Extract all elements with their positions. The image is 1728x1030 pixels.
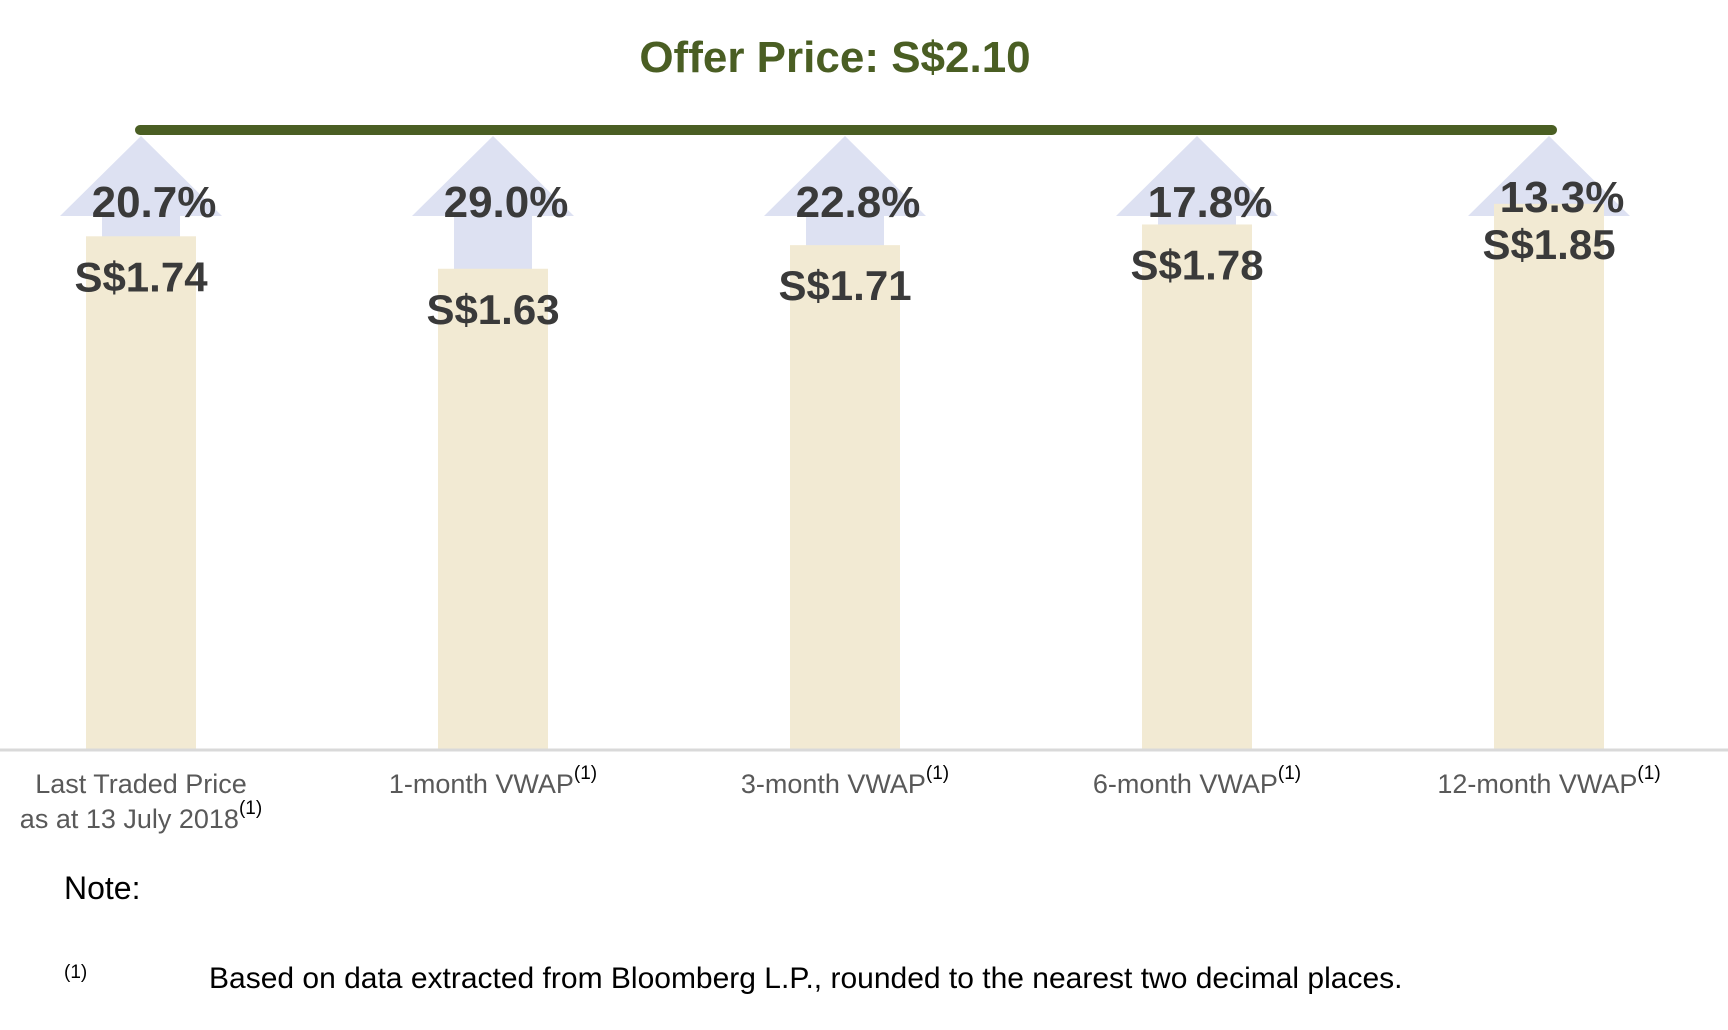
price-bar bbox=[1142, 224, 1252, 750]
price-value-label: S$1.78 bbox=[1130, 241, 1263, 288]
price-value-label: S$1.71 bbox=[778, 262, 911, 309]
chart-title: Offer Price: S$2.10 bbox=[639, 33, 1030, 82]
category-label-line2: as at 13 July 2018(1) bbox=[20, 798, 262, 834]
note-title: Note: bbox=[64, 870, 141, 906]
premium-label: 20.7% bbox=[92, 178, 217, 227]
price-bar bbox=[790, 245, 900, 750]
category-label: Last Traded Price bbox=[35, 769, 247, 799]
premium-arrow bbox=[412, 136, 574, 271]
category-label: 1-month VWAP(1) bbox=[389, 763, 597, 799]
price-value-label: S$1.74 bbox=[74, 253, 208, 300]
price-value-label: S$1.63 bbox=[426, 286, 559, 333]
price-bar bbox=[86, 236, 196, 751]
premium-arrow bbox=[1116, 136, 1278, 227]
price-value-label: S$1.85 bbox=[1482, 221, 1615, 268]
premium-label: 22.8% bbox=[796, 178, 921, 227]
premium-arrow bbox=[764, 136, 926, 248]
premium-arrow bbox=[1468, 136, 1630, 216]
premium-label: 13.3% bbox=[1500, 173, 1625, 222]
category-label: 3-month VWAP(1) bbox=[741, 763, 949, 799]
premium-label: 29.0% bbox=[444, 178, 569, 227]
category-label: 12-month VWAP(1) bbox=[1437, 763, 1660, 799]
note-marker: (1) bbox=[64, 962, 88, 983]
price-bar bbox=[438, 268, 548, 750]
premium-arrow bbox=[60, 136, 222, 239]
price-bar bbox=[1494, 203, 1604, 751]
premium-label: 17.8% bbox=[1148, 178, 1273, 227]
note-text: Based on data extracted from Bloomberg L… bbox=[209, 962, 1403, 995]
category-label: 6-month VWAP(1) bbox=[1093, 763, 1301, 799]
